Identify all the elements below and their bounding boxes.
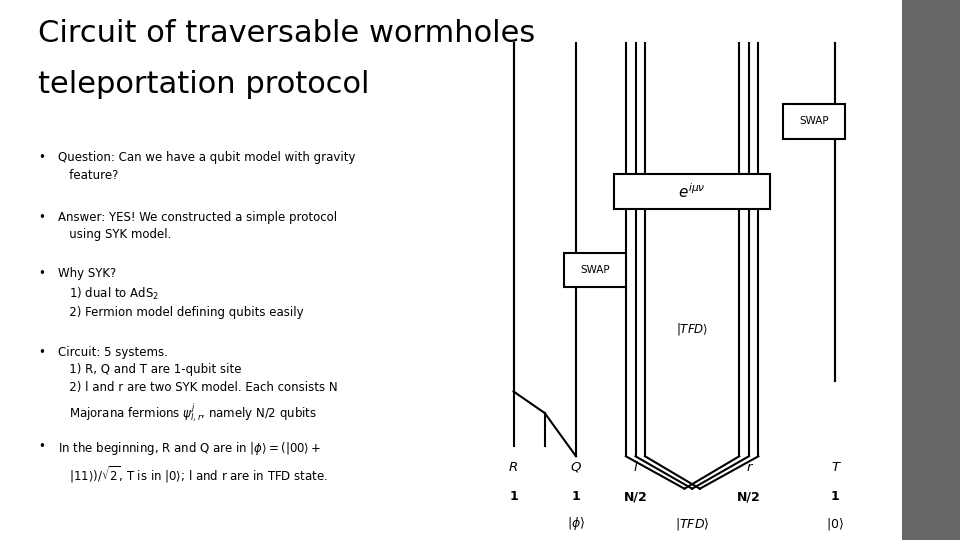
Text: $|0\rangle$: $|0\rangle$ [827, 516, 844, 532]
Text: $|TFD\rangle$: $|TFD\rangle$ [675, 516, 709, 532]
FancyBboxPatch shape [783, 104, 845, 139]
Text: SWAP: SWAP [581, 265, 610, 275]
Text: •: • [38, 267, 45, 280]
Text: Question: Can we have a qubit model with gravity
   feature?: Question: Can we have a qubit model with… [58, 151, 355, 181]
Text: T: T [831, 461, 839, 474]
Text: $|\phi\rangle$: $|\phi\rangle$ [567, 515, 585, 532]
Text: $|TFD\rangle$: $|TFD\rangle$ [676, 321, 708, 338]
Text: 1: 1 [509, 490, 518, 503]
Text: SWAP: SWAP [800, 117, 828, 126]
FancyBboxPatch shape [564, 253, 626, 287]
Text: 1: 1 [830, 490, 840, 503]
Text: teleportation protocol: teleportation protocol [38, 70, 370, 99]
Text: R: R [509, 461, 518, 474]
Text: In the beginning, R and Q are in $|\phi\rangle = (|00\rangle +$
   $|11\rangle)/: In the beginning, R and Q are in $|\phi\… [58, 440, 327, 485]
Text: Circuit: 5 systems.
   1) R, Q and T are 1-qubit site
   2) l and r are two SYK : Circuit: 5 systems. 1) R, Q and T are 1-… [58, 346, 337, 424]
Text: N/2: N/2 [624, 490, 647, 503]
Text: $e^{i\mu\nu}$: $e^{i\mu\nu}$ [679, 183, 706, 201]
Text: 1: 1 [571, 490, 581, 503]
Text: •: • [38, 211, 45, 224]
Text: •: • [38, 346, 45, 359]
Text: Why SYK?
   1) dual to AdS$_2$
   2) Fermion model defining qubits easily: Why SYK? 1) dual to AdS$_2$ 2) Fermion m… [58, 267, 303, 319]
Bar [902, 0, 960, 540]
FancyBboxPatch shape [614, 174, 770, 209]
Text: l: l [634, 461, 637, 474]
Text: •: • [38, 440, 45, 453]
Text: Circuit of traversable wormholes: Circuit of traversable wormholes [38, 19, 536, 48]
Text: •: • [38, 151, 45, 164]
Text: N/2: N/2 [737, 490, 760, 503]
Text: r: r [746, 461, 752, 474]
Text: Answer: YES! We constructed a simple protocol
   using SYK model.: Answer: YES! We constructed a simple pro… [58, 211, 337, 241]
Text: Q: Q [571, 461, 581, 474]
